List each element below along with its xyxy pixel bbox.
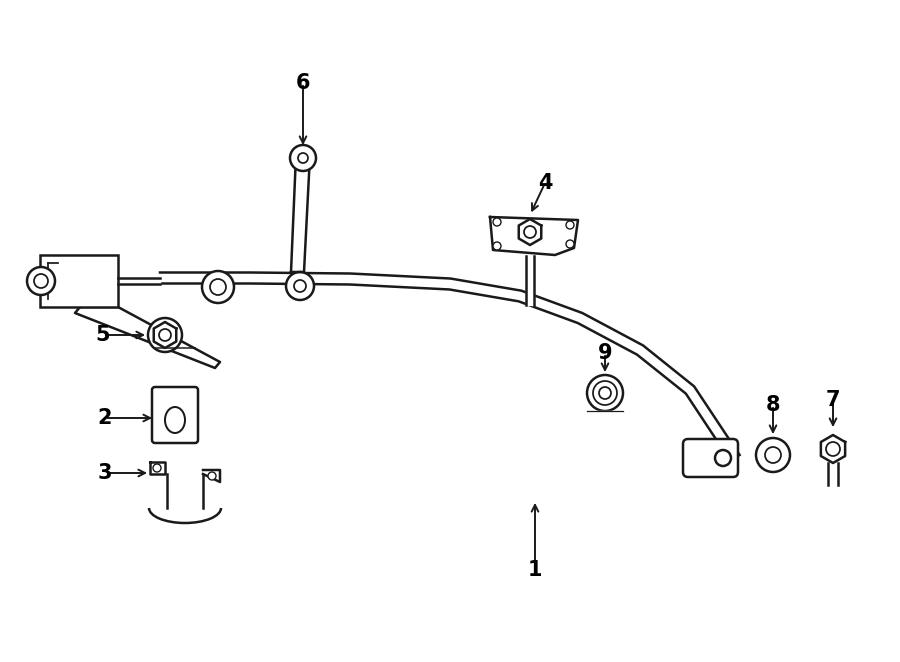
Circle shape [826, 442, 840, 456]
Circle shape [294, 280, 306, 292]
Circle shape [153, 464, 161, 472]
Circle shape [715, 450, 731, 466]
Circle shape [587, 375, 623, 411]
Polygon shape [587, 411, 623, 416]
Ellipse shape [165, 407, 185, 433]
Circle shape [290, 145, 316, 171]
Polygon shape [821, 435, 845, 463]
Circle shape [27, 267, 55, 295]
Circle shape [34, 274, 48, 288]
Circle shape [566, 240, 574, 248]
FancyBboxPatch shape [152, 387, 198, 443]
Circle shape [159, 329, 171, 341]
Polygon shape [118, 278, 160, 284]
Polygon shape [291, 155, 310, 272]
Text: 5: 5 [95, 325, 111, 345]
Polygon shape [828, 463, 838, 485]
Text: 9: 9 [598, 343, 612, 363]
Circle shape [208, 472, 216, 480]
Circle shape [756, 438, 790, 472]
Text: 8: 8 [766, 395, 780, 415]
Circle shape [593, 381, 617, 405]
Text: 2: 2 [98, 408, 112, 428]
Polygon shape [150, 462, 165, 474]
Polygon shape [75, 307, 220, 368]
Polygon shape [203, 470, 220, 482]
Circle shape [298, 153, 308, 163]
Circle shape [493, 242, 501, 250]
Circle shape [566, 221, 574, 229]
Polygon shape [518, 219, 541, 245]
Circle shape [202, 271, 234, 303]
Text: 4: 4 [538, 173, 553, 193]
Circle shape [524, 226, 536, 238]
Circle shape [599, 387, 611, 399]
Circle shape [493, 218, 501, 226]
Polygon shape [490, 217, 578, 255]
Polygon shape [526, 256, 534, 305]
Text: 6: 6 [296, 73, 310, 93]
Circle shape [286, 272, 314, 300]
Text: 7: 7 [826, 390, 841, 410]
Circle shape [210, 279, 226, 295]
Text: 3: 3 [98, 463, 112, 483]
Bar [40, 255, 118, 307]
Circle shape [148, 318, 182, 352]
FancyBboxPatch shape [683, 439, 738, 477]
Circle shape [765, 447, 781, 463]
Text: 1: 1 [527, 560, 542, 580]
Polygon shape [160, 273, 740, 461]
